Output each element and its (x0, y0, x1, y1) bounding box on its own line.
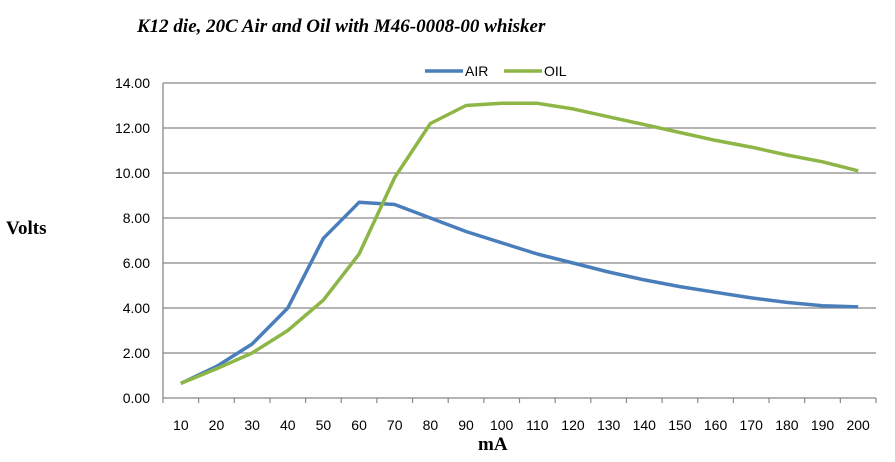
x-tick-label: 180 (775, 417, 799, 433)
y-tick-label: 14.00 (115, 75, 150, 91)
x-tick-label: 130 (597, 417, 621, 433)
series-line-oil (180, 101, 859, 386)
y-tick-label: 6.00 (123, 255, 150, 271)
y-tick-label: 2.00 (123, 345, 150, 361)
x-tick-label: 10 (173, 417, 189, 433)
x-tick-label: 140 (633, 417, 657, 433)
y-tick-label: 4.00 (123, 300, 150, 316)
legend-label-oil: OIL (544, 63, 567, 79)
series-line-air (180, 200, 859, 385)
y-axis-label: Volts (6, 218, 47, 239)
x-axis-label: mA (478, 434, 508, 455)
y-tick-label: 8.00 (123, 210, 150, 226)
x-tick-label: 110 (526, 417, 549, 433)
y-tick-label: 10.00 (115, 165, 150, 181)
x-tick-label: 80 (423, 417, 439, 433)
legend-label-air: AIR (465, 63, 488, 79)
x-tick-label: 100 (490, 417, 514, 433)
x-tick-label: 150 (668, 417, 692, 433)
x-tick-label: 60 (351, 417, 367, 433)
x-tick-label: 160 (704, 417, 728, 433)
x-tick-label: 20 (209, 417, 225, 433)
x-tick-label: 70 (387, 417, 403, 433)
chart-title: K12 die, 20C Air and Oil with M46-0008-0… (137, 16, 546, 37)
x-tick-label: 200 (846, 417, 870, 433)
x-tick-label: 120 (561, 417, 585, 433)
x-tick-label: 190 (811, 417, 835, 433)
x-tick-label: 40 (280, 417, 296, 433)
x-tick-label: 50 (316, 417, 332, 433)
x-tick-label: 90 (458, 417, 474, 433)
y-tick-label: 0.00 (123, 390, 150, 406)
x-tick-label: 30 (244, 417, 260, 433)
y-tick-label: 12.00 (115, 120, 150, 136)
x-tick-label: 170 (740, 417, 764, 433)
